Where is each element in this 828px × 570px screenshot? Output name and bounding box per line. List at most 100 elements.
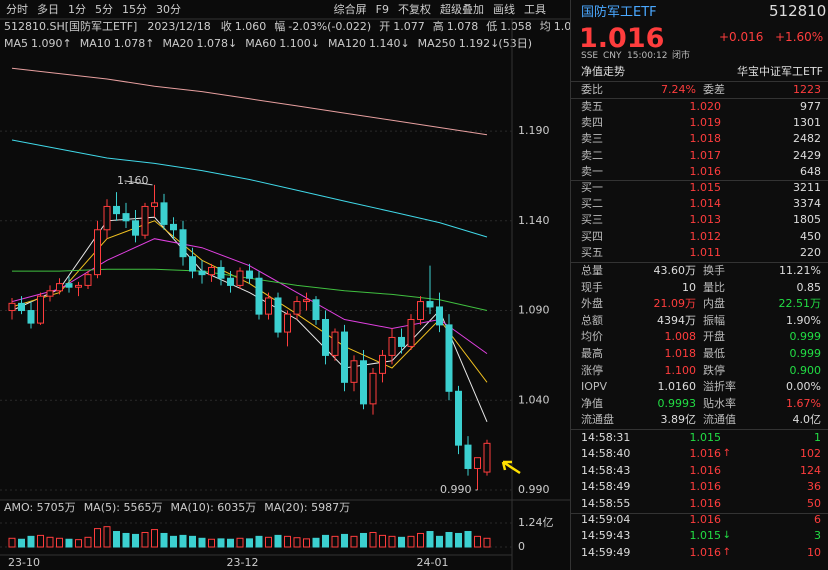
info-value: -2.03%(-0.022) <box>288 20 371 33</box>
toolbar-button[interactable]: F9 <box>376 3 389 16</box>
toolbar-tab[interactable]: 30分 <box>156 3 181 16</box>
candle-body <box>179 229 187 258</box>
info-label: 开 <box>379 20 390 33</box>
percent-change: +1.60% <box>775 30 824 44</box>
stat-label: IOPV <box>581 380 608 394</box>
volume-bar <box>464 531 472 548</box>
book-price: 1.018 <box>689 132 722 146</box>
ma-name: MA20 <box>162 37 193 50</box>
toolbar-tab[interactable]: 15分 <box>122 3 147 16</box>
stat-label: 开盘 <box>703 330 725 344</box>
trade-time: 14:58:31 <box>581 431 631 444</box>
book-price: 1.017 <box>689 148 722 162</box>
trade-price: 1.016 <box>689 463 722 477</box>
toolbar-button[interactable]: 综合屏 <box>334 2 367 16</box>
stat-value: 10 <box>682 280 696 294</box>
ma-name: MA60 <box>245 37 276 50</box>
trade-time: 14:59:04 <box>581 513 631 526</box>
volume-legend: MA(10): 6035万 <box>170 501 256 514</box>
toolbar-button[interactable]: 超级叠加 <box>440 2 484 16</box>
candle-body <box>293 301 301 315</box>
stat-value: 21.09万 <box>653 297 697 311</box>
book-side: 卖三 <box>581 132 603 146</box>
stat-value: 3.89亿 <box>660 413 697 427</box>
stat-value: 1.90% <box>786 313 821 327</box>
info-value: 1.078 <box>447 20 479 33</box>
trade-arrow: ↑ <box>722 448 731 460</box>
candle-body <box>474 457 481 469</box>
toolbar-tab[interactable]: 多日 <box>37 2 59 16</box>
trade-volume: 124 <box>800 463 821 477</box>
toolbar-button[interactable]: 不复权 <box>398 2 431 16</box>
candle-body <box>350 360 358 383</box>
candle-body <box>445 324 453 392</box>
trade-time: 14:58:40 <box>581 447 631 461</box>
ma-line <box>11 67 488 136</box>
book-volume: 450 <box>800 229 821 243</box>
trade-price: 1.015 <box>689 431 722 444</box>
x-tick-label: 23-10 <box>8 556 40 569</box>
toolbar-tab[interactable]: 分时 <box>6 3 28 16</box>
volume-bar <box>350 535 358 548</box>
candle-body <box>18 302 25 312</box>
stat-label: 总额 <box>581 313 603 327</box>
candle-body <box>132 220 139 236</box>
toolbar-button[interactable]: 画线 <box>493 2 515 16</box>
y-tick-label: 0.990 <box>518 483 550 496</box>
book-volume: 2482 <box>793 132 821 146</box>
candle-body <box>417 301 424 321</box>
volume-bar <box>236 537 244 548</box>
stat-label: 委差 <box>703 83 725 96</box>
period-label[interactable]: (53日) <box>498 37 532 50</box>
stat-label: 净值 <box>581 396 603 410</box>
volume-legend: MA(20): 5987万 <box>264 501 350 514</box>
stat-value: 1223 <box>793 83 821 96</box>
book-volume: 3374 <box>793 197 821 211</box>
trade-time: 14:58:43 <box>581 463 631 477</box>
security-name: 国防军工ETF <box>581 5 657 20</box>
volume-bar <box>103 526 111 548</box>
book-side: 买三 <box>581 213 603 227</box>
ma-name: MA5 <box>4 37 28 50</box>
stat-label: 溢折率 <box>703 380 736 394</box>
stat-value: 1.0160 <box>657 380 697 394</box>
volume-bar <box>265 536 272 548</box>
volume-bar <box>426 531 434 548</box>
candle-body <box>37 295 44 324</box>
ma-name: MA10 <box>80 37 111 50</box>
volume-bar <box>322 534 329 548</box>
stat-label: 最高 <box>581 347 603 360</box>
book-price: 1.014 <box>689 197 722 211</box>
quote-meta: SSE <box>581 51 599 61</box>
candle-body <box>312 299 320 321</box>
stat-value: 1.008 <box>664 330 697 344</box>
trade-volume: 36 <box>807 480 821 494</box>
candle-body <box>189 256 196 272</box>
info-value: 1.06 <box>554 20 570 33</box>
candle-body <box>84 274 92 286</box>
stat-value: 22.51万 <box>778 297 822 311</box>
candle-body <box>455 390 462 446</box>
stat-value: 4394万 <box>657 313 696 327</box>
toolbar-button[interactable]: 工具 <box>524 3 546 16</box>
volume-bar <box>27 535 35 548</box>
annotation-label: 1.160 <box>117 174 149 187</box>
annotation-arrow <box>124 180 153 186</box>
y-tick-label: 1.090 <box>518 304 550 317</box>
separator <box>571 262 828 263</box>
volume-bar <box>246 538 253 548</box>
stat-label: 跌停 <box>703 363 725 377</box>
x-tick-label: 23-12 <box>227 556 259 569</box>
y-tick-label: 1.140 <box>518 214 550 227</box>
ma-value: 1.100↓ <box>279 37 320 50</box>
volume-bar <box>46 536 54 548</box>
volume-bar <box>379 534 386 548</box>
trade-price: 1.016 <box>689 447 722 461</box>
toolbar-tab[interactable]: 1分 <box>68 3 86 16</box>
toolbar-tab[interactable]: 5分 <box>95 3 113 16</box>
candle-body <box>246 270 253 279</box>
volume-bar <box>360 532 367 548</box>
trade-time: 14:59:43 <box>581 529 631 543</box>
candle-body <box>255 277 263 315</box>
stat-label: 最低 <box>703 347 725 360</box>
